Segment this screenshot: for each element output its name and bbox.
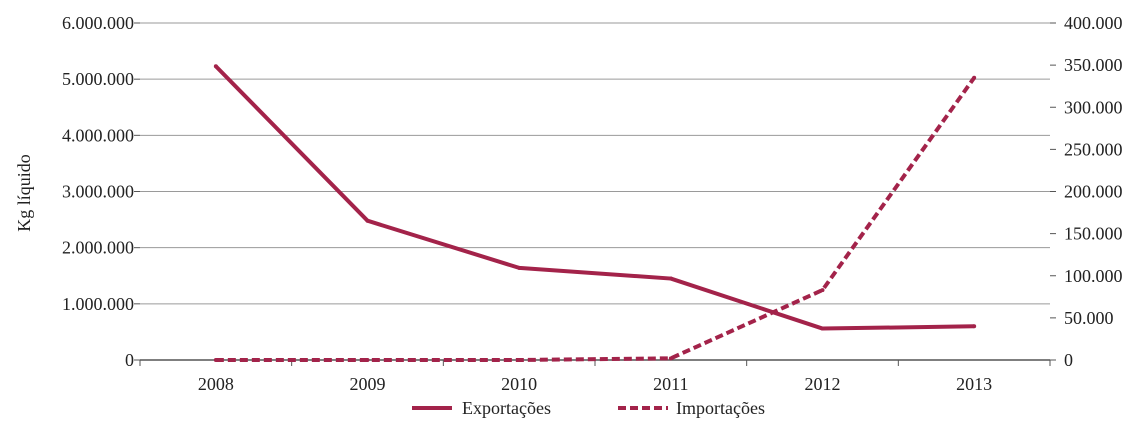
data-point xyxy=(365,358,370,362)
x-tick-label: 2012 xyxy=(805,374,841,394)
y-axis-label: Kg líquido xyxy=(14,154,34,232)
legend-label: Importações xyxy=(676,398,765,418)
x-tick-label: 2011 xyxy=(653,374,688,394)
left-tick-label: 4.000.000 xyxy=(62,125,134,145)
series-line-exporta-es xyxy=(214,64,975,331)
data-point xyxy=(668,276,673,281)
data-point xyxy=(517,358,522,362)
data-point xyxy=(820,288,825,293)
right-tick-label: 400.000 xyxy=(1064,13,1123,33)
right-tick-label: 350.000 xyxy=(1064,55,1123,75)
data-point xyxy=(972,324,977,329)
left-tick-label: 0 xyxy=(125,350,134,370)
legend-item-exporta-es: Exportações xyxy=(412,398,551,418)
left-tick-label: 3.000.000 xyxy=(62,182,134,202)
data-point xyxy=(365,218,370,223)
right-tick-label: 250.000 xyxy=(1064,139,1123,159)
data-point xyxy=(972,75,977,80)
x-axis: 2008 2009 2010 2011 2012 2013 xyxy=(139,360,1051,394)
grid-lines xyxy=(140,22,1050,361)
x-tick-label: 2010 xyxy=(501,374,537,394)
x-tick-label: 2013 xyxy=(956,374,992,394)
x-tick-label: 2009 xyxy=(350,374,386,394)
data-point xyxy=(517,265,522,270)
right-tick-label: 50.000 xyxy=(1064,308,1114,328)
left-tick-label: 1.000.000 xyxy=(62,294,134,314)
data-point xyxy=(213,358,218,362)
right-tick-label: 200.000 xyxy=(1064,182,1123,202)
data-point xyxy=(820,326,825,331)
left-tick-label: 5.000.000 xyxy=(62,69,134,89)
left-tick-label: 6.000.000 xyxy=(62,13,134,33)
right-tick-label: 100.000 xyxy=(1064,266,1123,286)
x-tick-label: 2008 xyxy=(198,374,234,394)
series-layer xyxy=(213,64,977,362)
left-axis: 0 1.000.000 2.000.000 3.000.000 4.000.000 5.0… xyxy=(62,13,140,370)
data-point xyxy=(213,64,218,69)
legend-label: Exportações xyxy=(462,398,551,418)
data-point xyxy=(668,356,673,361)
right-tick-label: 0 xyxy=(1064,350,1073,370)
right-tick-label: 150.000 xyxy=(1064,224,1123,244)
right-tick-label: 300.000 xyxy=(1064,97,1123,117)
legend: Exportações Importações xyxy=(412,398,765,418)
right-axis: 0 50.000 100.000 150.000 200.000 250.000 300.0… xyxy=(1050,13,1123,370)
left-tick-label: 2.000.000 xyxy=(62,238,134,258)
legend-item-importa-es: Importações xyxy=(618,398,765,418)
series-line-importa-es xyxy=(215,76,976,362)
